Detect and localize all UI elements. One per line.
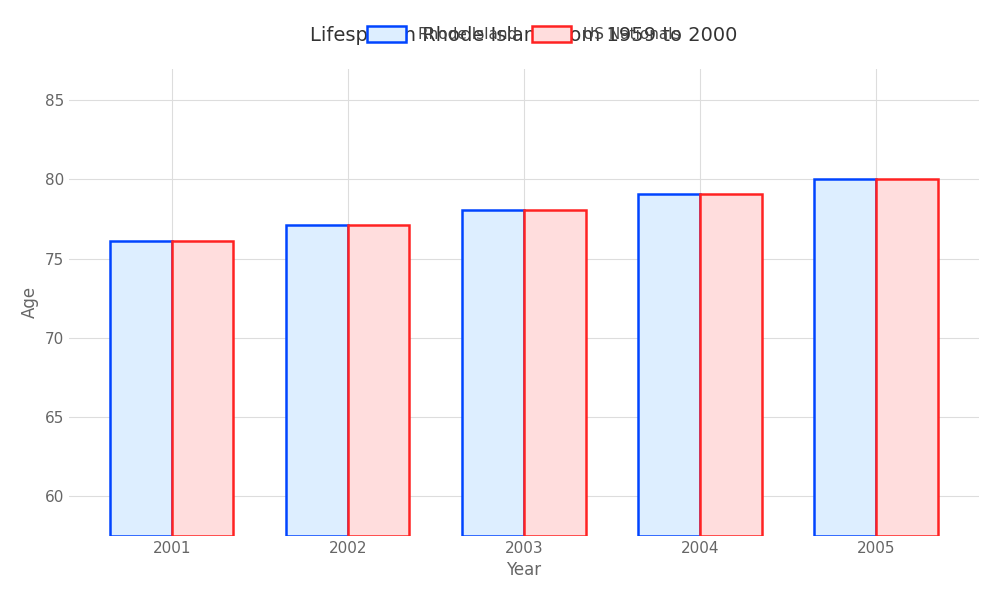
Bar [172, 241, 233, 536]
Y-axis label: Age: Age [21, 286, 39, 318]
Bar [524, 209, 586, 536]
Bar [110, 241, 172, 536]
Bar [462, 209, 524, 536]
Bar [876, 179, 938, 536]
Bar [348, 226, 409, 536]
Bar [638, 194, 700, 536]
Bar [814, 179, 876, 536]
Bar [700, 194, 762, 536]
X-axis label: Year: Year [506, 561, 541, 579]
Legend: Rhode Island, US Nationals: Rhode Island, US Nationals [361, 20, 686, 49]
Bar [286, 226, 348, 536]
Title: Lifespan in Rhode Island from 1959 to 2000: Lifespan in Rhode Island from 1959 to 20… [310, 26, 738, 45]
